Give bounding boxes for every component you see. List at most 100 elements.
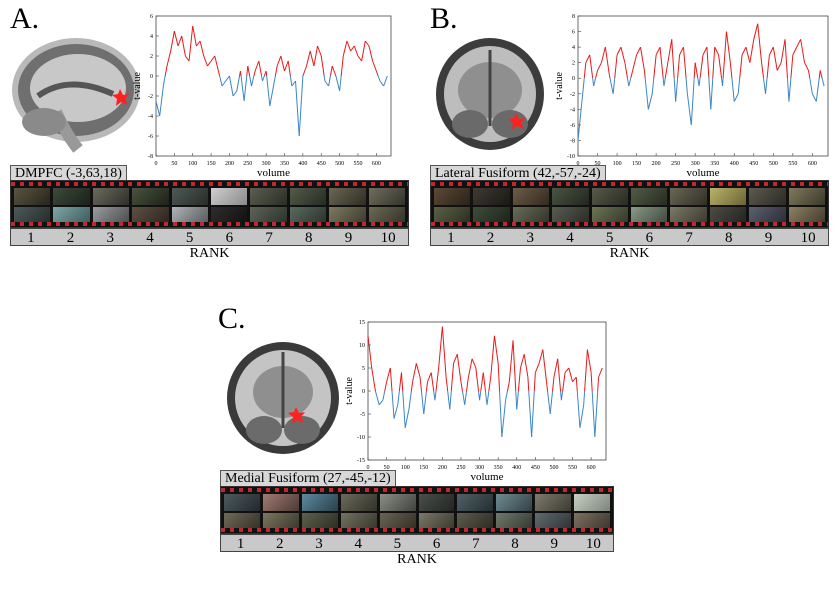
positive-segment xyxy=(284,60,289,72)
negative-segment xyxy=(155,100,161,117)
positive-segment xyxy=(350,45,355,52)
positive-segment xyxy=(722,31,727,79)
negative-segment xyxy=(291,80,296,87)
positive-segment xyxy=(667,39,673,63)
rank-1: 1 xyxy=(236,536,245,552)
positive-segment xyxy=(699,54,704,79)
x-tick-label: 300 xyxy=(475,465,484,471)
rank-7: 7 xyxy=(265,230,273,246)
y-tick-label: 6 xyxy=(572,30,575,36)
frame-row-top xyxy=(224,494,611,511)
positive-segment xyxy=(419,377,422,392)
positive-segment xyxy=(597,377,600,392)
positive-segment xyxy=(534,363,540,373)
negative-segment xyxy=(647,93,653,110)
positive-segment xyxy=(173,30,179,47)
positive-segment xyxy=(766,54,770,79)
rank-6: 6 xyxy=(432,536,441,552)
y-tick-label: 8 xyxy=(572,14,575,20)
positive-segment xyxy=(749,39,755,63)
positive-segment xyxy=(302,65,308,77)
y-tick-label: 2 xyxy=(572,61,575,67)
positive-segment xyxy=(210,55,216,62)
timeseries-chart: 0 50 100 150 200 250 300 350 400 450 500 550 600 -10 -… xyxy=(554,14,829,179)
positive-segment xyxy=(706,47,710,79)
negative-segment xyxy=(722,78,724,87)
positive-segment xyxy=(800,39,806,63)
y-axis-label: t-value xyxy=(554,72,565,100)
positive-segment xyxy=(585,54,591,63)
negative-segment xyxy=(262,75,265,82)
negative-segment xyxy=(162,75,166,87)
negative-segment xyxy=(516,390,519,410)
y-tick-label: 4 xyxy=(572,45,575,51)
x-tick-label: 200 xyxy=(652,161,661,167)
x-axis-label: volume xyxy=(257,167,290,179)
positive-segment xyxy=(780,39,786,63)
positive-segment xyxy=(725,31,731,63)
plot-frame xyxy=(367,321,607,461)
positive-segment xyxy=(527,377,530,392)
positive-segment xyxy=(729,62,733,79)
positive-segment xyxy=(519,354,525,369)
y-tick-label: 5 xyxy=(362,366,365,372)
negative-segment xyxy=(591,390,596,438)
negative-segment xyxy=(324,80,329,87)
rank-5: 5 xyxy=(393,536,402,552)
rank-6: 6 xyxy=(225,230,234,246)
positive-segment xyxy=(490,335,495,378)
rank-2: 2 xyxy=(66,230,75,246)
positive-segment xyxy=(199,40,205,57)
negative-segment xyxy=(250,75,255,87)
positive-segment xyxy=(195,40,201,47)
negative-segment xyxy=(486,390,490,405)
positive-segment xyxy=(475,367,479,392)
negative-segment xyxy=(236,75,241,92)
negative-segment xyxy=(461,390,466,405)
x-tick-label: 350 xyxy=(280,161,289,167)
x-tick-label: 300 xyxy=(262,161,271,167)
negative-segment xyxy=(708,78,712,110)
negative-segment xyxy=(731,78,735,102)
rank-4: 4 xyxy=(566,230,574,246)
negative-segment xyxy=(577,101,583,141)
negative-segment xyxy=(378,399,384,406)
negative-segment xyxy=(765,78,768,94)
positive-segment xyxy=(389,367,393,392)
positive-segment xyxy=(181,35,186,57)
negative-segment xyxy=(663,78,666,87)
positive-segment xyxy=(166,50,172,67)
negative-segment xyxy=(266,75,271,107)
negative-segment xyxy=(499,390,503,438)
negative-segment xyxy=(505,390,508,401)
positive-segment xyxy=(508,340,514,382)
positive-segment xyxy=(265,70,268,77)
negative-segment xyxy=(377,75,381,82)
negative-segment xyxy=(404,409,410,428)
positive-segment xyxy=(562,372,566,392)
negative-segment xyxy=(273,75,276,87)
positive-segment xyxy=(761,62,765,79)
negative-segment xyxy=(328,75,331,87)
negative-segment xyxy=(788,78,792,102)
rank-9: 9 xyxy=(344,230,353,246)
y-tick-label: -15 xyxy=(357,458,365,464)
positive-segment xyxy=(682,47,687,79)
rank-10: 10 xyxy=(380,230,396,246)
positive-segment xyxy=(632,54,638,71)
positive-segment xyxy=(313,45,319,67)
negative-segment xyxy=(576,390,581,428)
frame-row-bottom xyxy=(224,513,611,530)
positive-segment xyxy=(584,349,588,392)
positive-segment xyxy=(598,367,603,378)
x-axis-label: volume xyxy=(687,167,720,179)
rank-2: 2 xyxy=(276,536,284,552)
positive-segment xyxy=(538,349,544,364)
positive-segment xyxy=(583,62,587,79)
positive-segment xyxy=(546,381,549,392)
plot-frame xyxy=(577,15,829,157)
negative-segment xyxy=(737,78,741,94)
x-tick-label: 500 xyxy=(335,161,344,167)
x-tick-label: 250 xyxy=(243,161,252,167)
positive-segment xyxy=(640,47,645,71)
